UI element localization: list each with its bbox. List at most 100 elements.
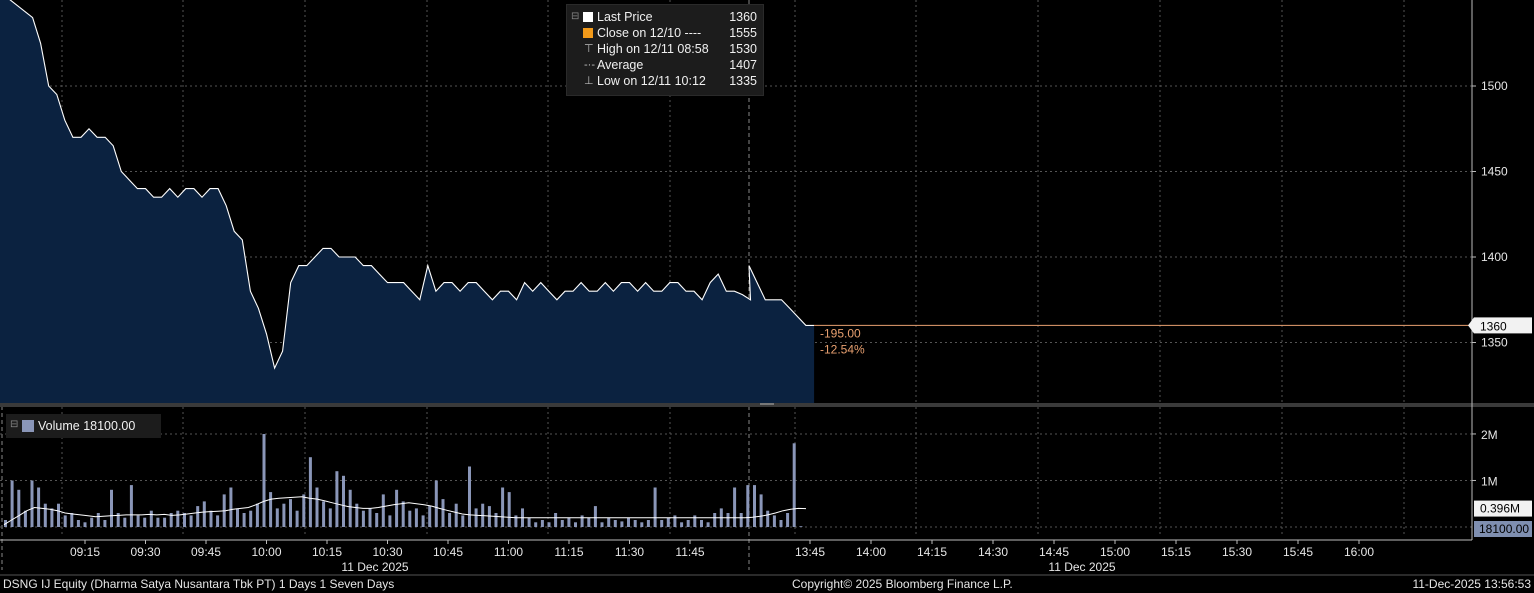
volume-swatch [22,420,34,432]
legend-last-price[interactable]: ⊟ Last Price 1360 [567,9,763,25]
volume-tick-label: 1M [1481,474,1498,488]
volume-bar [90,517,94,527]
x-tick-label: 11:30 [615,545,644,559]
volume-bar [461,515,465,527]
volume-bar [388,515,392,527]
volume-bar [627,517,630,527]
volume-bar [262,434,266,527]
volume-bar [216,515,220,527]
x-tick-label: 11:15 [554,545,583,559]
volume-bar [368,508,372,527]
y-tick-label: 1400 [1481,250,1508,264]
x-tick-label: 14:45 [1039,545,1069,559]
x-tick-label: 16:00 [1344,545,1374,559]
x-tick-label: 09:45 [191,545,221,559]
footer-copyright: Copyright© 2025 Bloomberg Finance L.P. [792,577,1013,591]
volume-bar [129,485,133,527]
x-tick-label: 14:15 [917,545,947,559]
volume-legend-name: Volume [38,419,80,433]
x-tick-label: 15:15 [1161,545,1191,559]
x-tick-label: 10:15 [312,545,342,559]
volume-bar [494,513,498,527]
volume-bar [527,517,531,527]
volume-bar [448,513,452,527]
y-tick-label: 1450 [1481,165,1508,179]
volume-bar [242,513,246,527]
volume-value-tag [1474,521,1532,537]
volume-bar [361,510,365,527]
volume-bar [772,515,776,527]
date-label: 11 Dec 2025 [341,560,408,574]
volume-bar [567,517,571,527]
volume-bar [96,513,100,527]
volume-bar [713,513,717,527]
volume-bar [335,471,339,527]
average-marker-icon: -·- [584,59,595,71]
volume-bar [136,515,140,527]
volume-bar [693,515,697,527]
legend-value: 1555 [729,26,757,40]
volume-bar [156,517,160,527]
expand-icon[interactable]: ⊟ [10,419,19,430]
legend-value: 1407 [729,58,757,72]
volume-bar [673,515,677,527]
legend-label: Average [597,58,644,72]
volume-bar [236,508,239,527]
volume-bar [401,501,405,527]
price-legend[interactable]: ⊟ Last Price 1360 Close on 12/10 ---- 15… [566,4,764,96]
volume-legend[interactable]: ⊟ Volume 18100.00 [6,414,161,438]
date-label: 11 Dec 2025 [1048,560,1115,574]
legend-high[interactable]: ⊤ High on 12/11 08:58 1530 [567,41,763,57]
volume-bar [653,487,657,527]
volume-bar [779,520,783,527]
volume-bar [686,520,690,527]
volume-bar [110,489,113,527]
legend-low[interactable]: ⊥ Low on 12/11 10:12 1335 [567,73,763,89]
volume-bar [50,508,54,527]
volume-bar [474,508,478,527]
volume-bar [560,520,564,527]
volume-bar [580,515,584,527]
low-marker-icon: ⊥ [584,75,594,87]
volume-tick-label: 2M [1481,428,1498,442]
volume-bar [587,517,591,527]
volume-bar [295,510,299,527]
y-tick-label: 1350 [1481,336,1508,350]
volume-bar [249,510,253,527]
volume-bar [501,487,505,527]
last-price-tag [1474,317,1532,334]
volume-bar [149,510,153,527]
volume-bar [163,517,167,527]
legend-close[interactable]: Close on 12/10 ---- 1555 [567,25,763,41]
volume-bar [76,520,80,527]
volume-bar [289,499,292,527]
volume-bar [83,522,87,527]
x-tick-label: 10:00 [251,545,281,559]
volume-bar [680,522,684,527]
x-tick-label: 11:45 [675,545,704,559]
x-tick-label: 09:30 [130,545,160,559]
x-tick-label: 15:45 [1283,545,1313,559]
legend-average[interactable]: -·- Average 1407 [567,57,763,73]
volume-bar [169,513,173,527]
volume-bar [660,520,664,527]
price-area-fill [0,0,815,403]
volume-bar [534,522,538,527]
volume-bar [70,513,74,527]
volume-bar [255,503,259,527]
axis-labels: 1500 1450 1400 1350 1360 2M 1M 0.396M 18100.00 09… [0,79,1534,576]
volume-series [3,434,807,527]
expand-icon[interactable]: ⊟ [571,11,580,22]
x-tick-label: 10:45 [433,545,463,559]
volume-bar [428,506,432,527]
footer-timestamp: 11-Dec-2025 13:56:53 [1412,577,1531,591]
volume-bar [209,510,213,527]
volume-bar [766,510,770,527]
volume-bar [414,508,418,527]
volume-bar [799,526,803,527]
legend-label: Last Price [597,10,653,24]
y-tick-label: 1500 [1481,79,1508,93]
volume-bar [282,503,286,527]
volume-bar [269,492,273,527]
volume-bar [620,521,624,527]
